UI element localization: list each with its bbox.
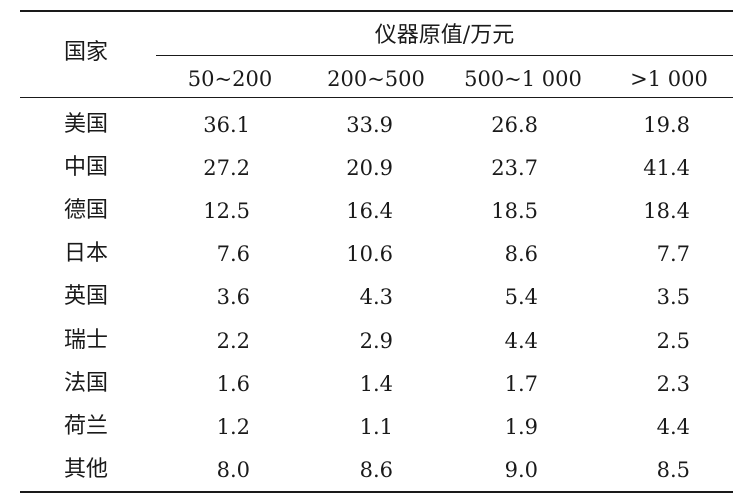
country-cell: 其他 — [64, 456, 109, 482]
value-cell: 5.4 — [504, 285, 538, 310]
value-cell: 12.5 — [203, 199, 250, 224]
table-row: 中国 27.2 20.9 23.7 41.4 — [0, 147, 753, 189]
value-cell: 1.7 — [504, 371, 538, 396]
value-cell: 2.9 — [359, 328, 393, 353]
country-column-header: 国家 — [64, 40, 109, 65]
column-header-200-500: 200~500 — [327, 67, 425, 91]
country-cell: 中国 — [64, 155, 109, 181]
value-cell: 41.4 — [643, 156, 690, 181]
value-cell: 1.2 — [216, 414, 250, 439]
value-cell: 8.5 — [656, 457, 690, 482]
value-cell: 1.1 — [359, 414, 393, 439]
value-group-header: 仪器原值/万元 — [374, 23, 515, 48]
value-cell: 9.0 — [504, 457, 538, 482]
group-header-rule — [156, 55, 733, 56]
country-cell: 日本 — [64, 241, 109, 267]
table-row: 日本 7.6 10.6 8.6 7.7 — [0, 233, 753, 275]
value-cell: 4.4 — [504, 328, 538, 353]
value-cell: 2.5 — [656, 328, 690, 353]
column-header-50-200: 50~200 — [187, 67, 273, 91]
value-cell: 7.7 — [656, 242, 690, 267]
value-cell: 8.6 — [504, 242, 538, 267]
value-cell: 1.9 — [504, 414, 538, 439]
value-cell: 27.2 — [203, 156, 250, 181]
country-cell: 德国 — [64, 198, 109, 224]
value-cell: 8.6 — [359, 457, 393, 482]
value-cell: 1.4 — [359, 371, 393, 396]
value-cell: 20.9 — [346, 156, 393, 181]
value-cell: 4.3 — [359, 285, 393, 310]
value-cell: 26.8 — [491, 113, 538, 137]
value-cell: 2.3 — [656, 371, 690, 396]
table-bottom-rule — [20, 491, 733, 493]
value-cell: 23.7 — [491, 156, 538, 181]
value-cell: 18.5 — [491, 199, 538, 224]
value-cell: 3.6 — [216, 285, 250, 310]
table-row: 法国 1.6 1.4 1.7 2.3 — [0, 363, 753, 405]
country-cell: 荷兰 — [64, 413, 109, 439]
value-cell: 18.4 — [643, 199, 690, 224]
table-row: 其他 8.0 8.6 9.0 8.5 — [0, 449, 753, 491]
value-cell: 36.1 — [203, 113, 250, 137]
table-row: 荷兰 1.2 1.1 1.9 4.4 — [0, 406, 753, 448]
value-cell: 8.0 — [216, 457, 250, 482]
value-cell: 16.4 — [346, 199, 393, 224]
table-row: 美国 36.1 33.9 26.8 19.8 — [0, 104, 753, 146]
country-cell: 瑞士 — [64, 327, 109, 353]
header-bottom-rule — [20, 97, 733, 98]
country-cell: 法国 — [64, 370, 109, 396]
value-cell: 3.5 — [656, 285, 690, 310]
table-row: 英国 3.6 4.3 5.4 3.5 — [0, 276, 753, 318]
value-cell: 1.6 — [216, 371, 250, 396]
value-cell: 2.2 — [216, 328, 250, 353]
table-row: 瑞士 2.2 2.9 4.4 2.5 — [0, 320, 753, 362]
table-top-rule — [20, 10, 733, 12]
table-row: 德国 12.5 16.4 18.5 18.4 — [0, 190, 753, 232]
country-cell: 美国 — [64, 112, 109, 137]
country-cell: 英国 — [64, 284, 109, 310]
column-header-500-1000: 500~1 000 — [464, 67, 582, 91]
value-cell: 7.6 — [216, 242, 250, 267]
value-cell: 4.4 — [656, 414, 690, 439]
value-cell: 33.9 — [346, 113, 393, 137]
value-cell: 10.6 — [346, 242, 393, 267]
column-header-over-1000: >1 000 — [630, 67, 708, 91]
value-cell: 19.8 — [643, 113, 690, 137]
